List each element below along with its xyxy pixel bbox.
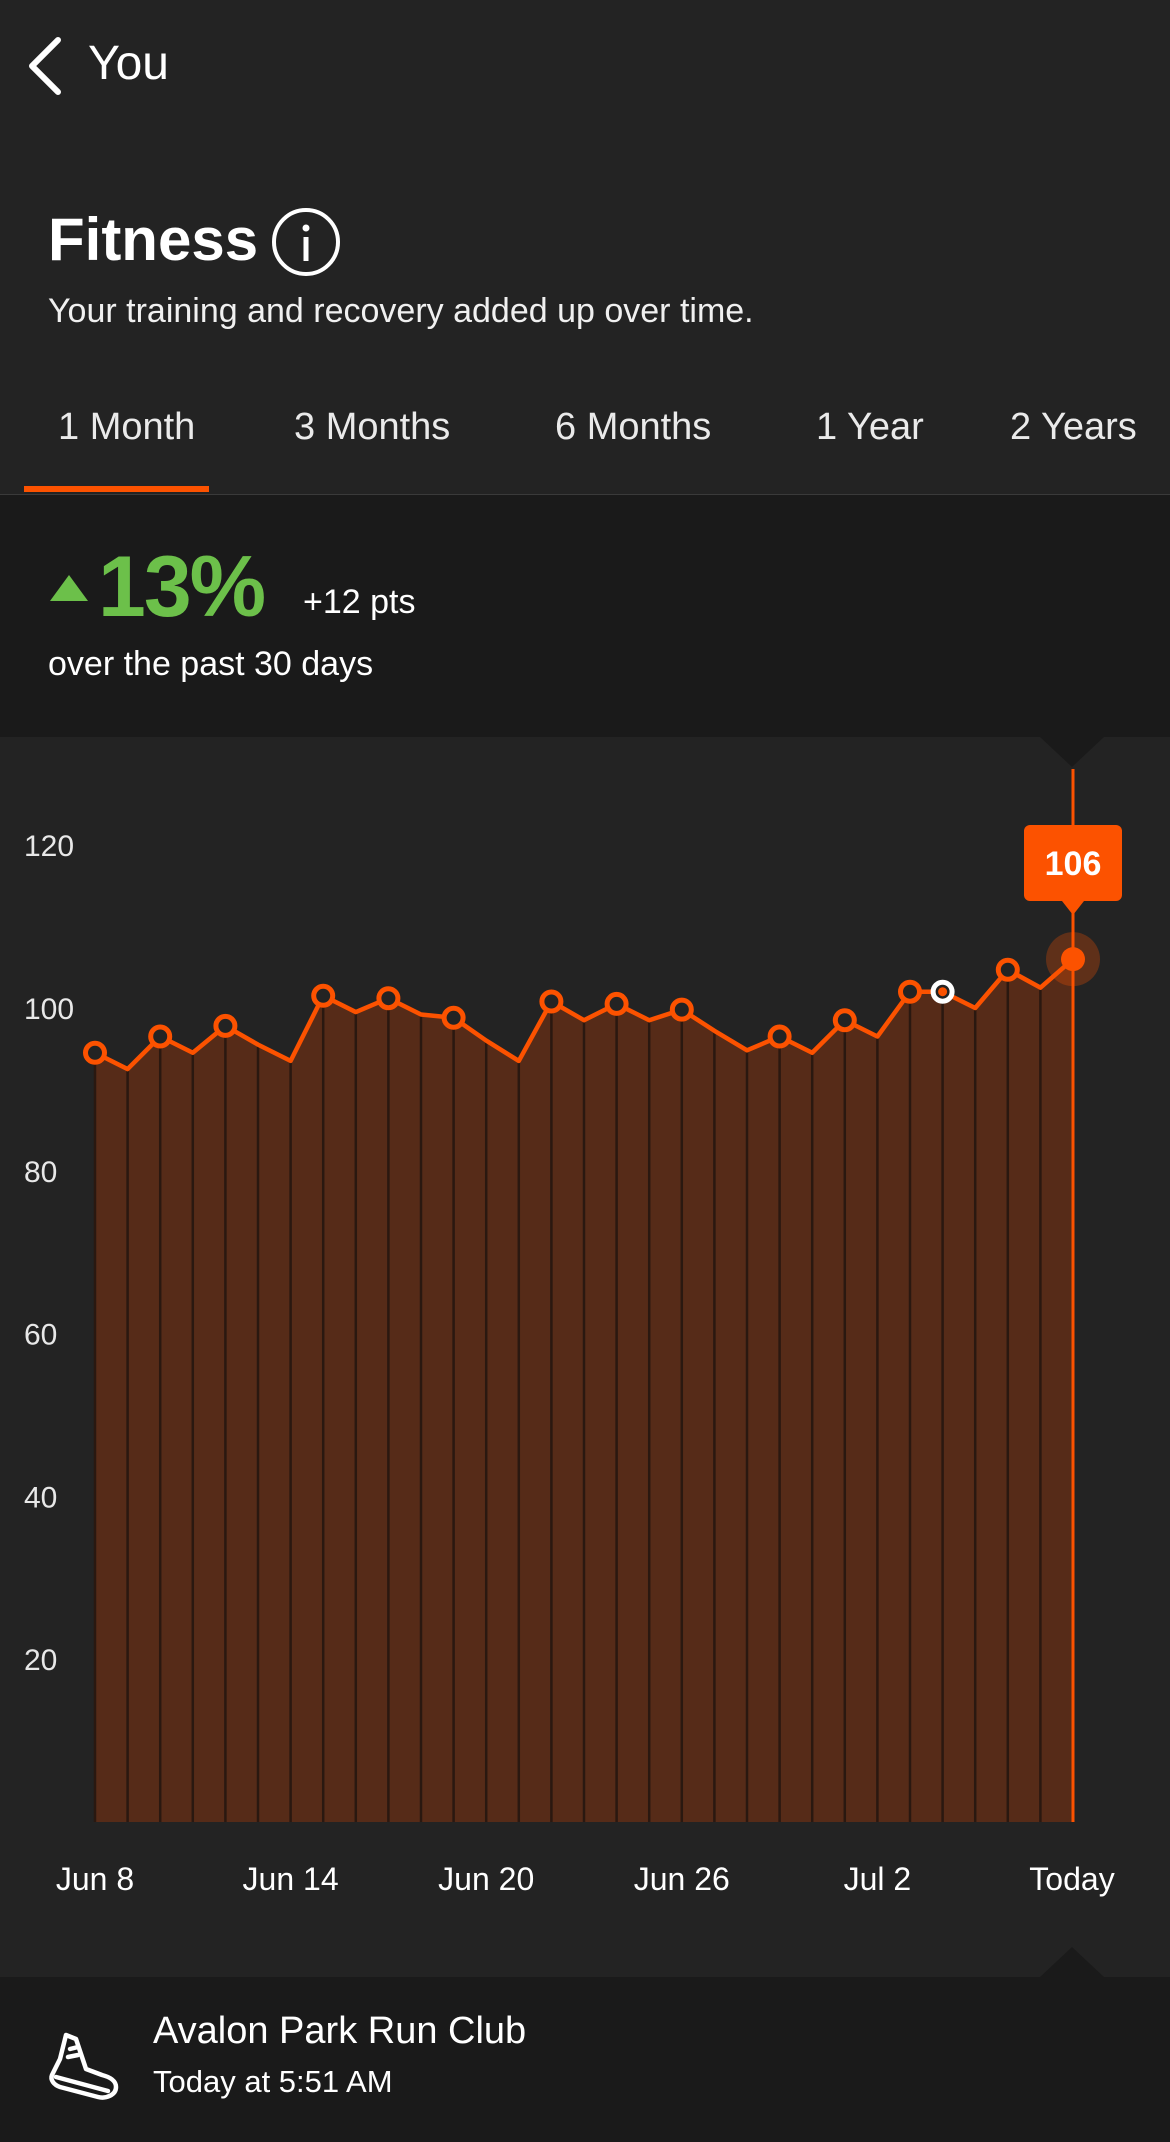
selected-point xyxy=(1061,947,1085,972)
data-point xyxy=(832,1008,857,1033)
value-callout-text: 106 xyxy=(1045,845,1102,883)
points-change: +12 pts xyxy=(303,583,416,621)
pointer-notch xyxy=(1040,737,1104,767)
x-tick-label: Jun 8 xyxy=(56,1861,134,1897)
up-arrow-icon xyxy=(50,575,88,601)
data-point xyxy=(995,957,1020,982)
range-tabs: 1 Month 3 Months 6 Months 1 Year 2 Years xyxy=(0,390,1170,495)
percent-change: 13% xyxy=(98,539,266,635)
data-point-center xyxy=(938,987,948,997)
data-point xyxy=(441,1005,466,1030)
tab-3-months[interactable]: 3 Months xyxy=(294,406,451,448)
data-point xyxy=(311,983,336,1008)
y-tick-label: 100 xyxy=(24,993,74,1026)
y-tick-label: 40 xyxy=(24,1481,57,1514)
value-callout-pointer xyxy=(1062,901,1084,915)
data-point xyxy=(604,991,629,1016)
period-label: over the past 30 days xyxy=(48,645,374,683)
x-tick-label: Today xyxy=(1029,1861,1114,1897)
y-tick-label: 60 xyxy=(24,1319,57,1352)
shoe-icon xyxy=(49,2032,119,2100)
data-point xyxy=(767,1024,792,1049)
tab-6-months[interactable]: 6 Months xyxy=(555,406,712,448)
x-tick-label: Jun 20 xyxy=(438,1861,534,1897)
summary-panel xyxy=(0,495,1170,737)
x-tick-label: Jun 14 xyxy=(243,1861,339,1897)
data-point xyxy=(669,997,694,1022)
tab-1-year[interactable]: 1 Year xyxy=(816,406,924,448)
chevron-left-icon[interactable] xyxy=(22,34,70,98)
back-button[interactable]: You xyxy=(88,37,169,90)
y-tick-label: 20 xyxy=(24,1644,57,1677)
info-icon[interactable] xyxy=(270,206,342,278)
tab-selected-indicator xyxy=(24,486,209,492)
nav-bar: You xyxy=(0,0,1170,140)
data-point xyxy=(213,1013,238,1038)
y-tick-label: 80 xyxy=(24,1156,57,1189)
tab-2-years[interactable]: 2 Years xyxy=(1010,406,1137,448)
fitness-chart[interactable]: 120 100 80 60 40 20 106 Jun 8 Jun 14 Jun 20 Jun 26… xyxy=(0,737,1170,1977)
data-point xyxy=(539,989,564,1014)
data-point xyxy=(376,986,401,1011)
data-point xyxy=(83,1040,107,1065)
activity-name: Avalon Park Run Club xyxy=(153,2010,527,2052)
y-tick-label: 120 xyxy=(24,830,74,863)
data-point xyxy=(148,1024,173,1049)
tab-1-month[interactable]: 1 Month xyxy=(58,406,196,448)
page-title: Fitness xyxy=(48,206,259,273)
x-tick-label: Jun 26 xyxy=(634,1861,730,1897)
activity-time: Today at 5:51 AM xyxy=(153,2064,393,2099)
value-callout xyxy=(1024,825,1122,901)
activity-row[interactable] xyxy=(0,1977,1170,2142)
page-subtitle: Your training and recovery added up over… xyxy=(48,292,754,330)
data-point xyxy=(898,979,922,1004)
x-tick-label: Jul 2 xyxy=(844,1861,912,1897)
footer-notch xyxy=(1040,1947,1104,1977)
